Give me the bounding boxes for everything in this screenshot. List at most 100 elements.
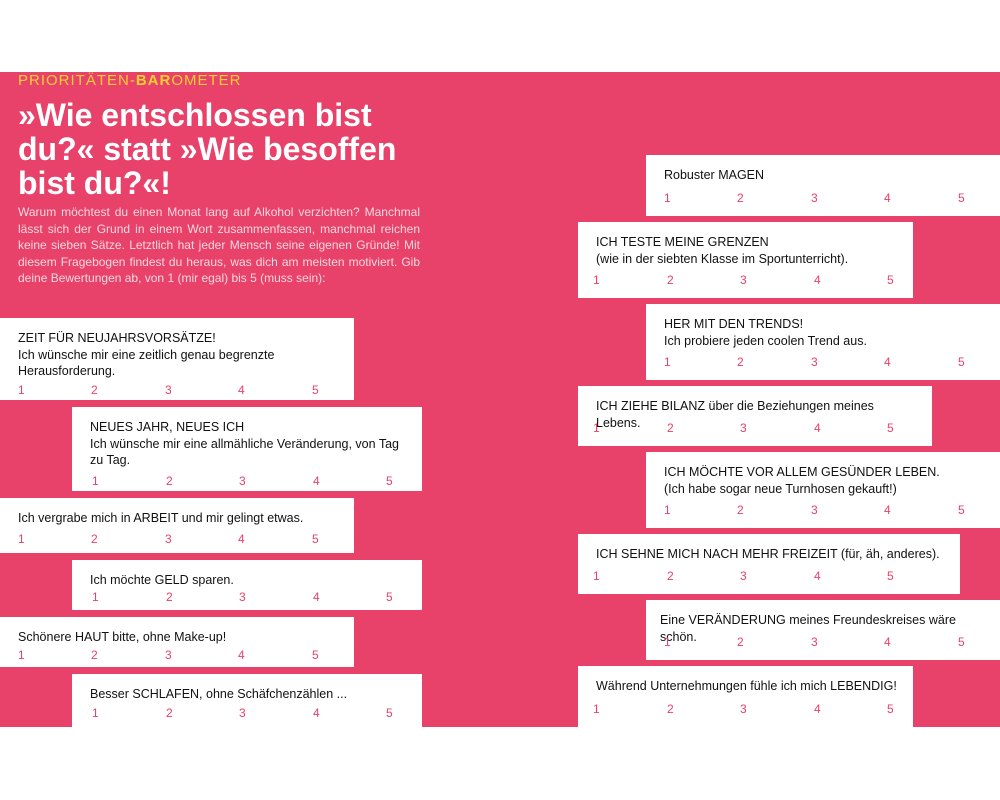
rating-option[interactable]: 1 — [664, 191, 671, 205]
rating-option[interactable]: 3 — [239, 590, 246, 604]
rating-option[interactable]: 5 — [887, 569, 894, 583]
rating-option[interactable]: 3 — [811, 355, 818, 369]
question-text: NEUES JAHR, NEUES ICH Ich wünsche mir ei… — [90, 420, 399, 467]
rating-option[interactable]: 4 — [313, 706, 320, 720]
rating-option[interactable]: 4 — [884, 635, 891, 649]
rating-option[interactable]: 2 — [737, 503, 744, 517]
rating-scale: 1 2 3 4 5 — [593, 702, 899, 716]
rating-option[interactable]: 1 — [593, 702, 600, 716]
magazine-spread: PRIORITÄTEN-BAROMETER »Wie entschlossen … — [0, 72, 1000, 727]
rating-scale: 1 2 3 4 5 — [18, 648, 340, 662]
rating-option[interactable]: 5 — [312, 532, 319, 546]
question-card: Eine VERÄNDERUNG meines Freundeskreises … — [646, 600, 1000, 660]
question-card: Robuster MAGEN 1 2 3 4 5 — [646, 155, 1000, 216]
rating-scale: 1 2 3 4 5 — [90, 474, 408, 488]
rating-option[interactable]: 1 — [92, 706, 99, 720]
rating-option[interactable]: 2 — [166, 590, 173, 604]
question-text: Ich möchte GELD sparen. — [90, 573, 234, 587]
rating-option[interactable]: 2 — [91, 648, 98, 662]
rating-option[interactable]: 1 — [92, 590, 99, 604]
rating-option[interactable]: 4 — [238, 648, 245, 662]
rating-option[interactable]: 1 — [593, 273, 600, 287]
rating-option[interactable]: 4 — [238, 383, 245, 397]
section-kicker: PRIORITÄTEN-BAROMETER — [18, 72, 242, 89]
rating-option[interactable]: 4 — [814, 421, 821, 435]
rating-option[interactable]: 1 — [664, 635, 671, 649]
question-card: ICH MÖCHTE VOR ALLEM GESÜNDER LEBEN. (Ic… — [646, 452, 1000, 528]
rating-option[interactable]: 2 — [667, 702, 674, 716]
rating-option[interactable]: 1 — [18, 648, 25, 662]
rating-option[interactable]: 3 — [740, 702, 747, 716]
rating-option[interactable]: 2 — [91, 532, 98, 546]
question-text: Während Unternehmungen fühle ich mich LE… — [596, 679, 897, 693]
rating-option[interactable]: 3 — [165, 648, 172, 662]
rating-option[interactable]: 5 — [958, 503, 965, 517]
rating-option[interactable]: 5 — [386, 706, 393, 720]
rating-option[interactable]: 1 — [18, 532, 25, 546]
rating-option[interactable]: 1 — [593, 421, 600, 435]
rating-option[interactable]: 3 — [811, 503, 818, 517]
rating-scale: 1 2 3 4 5 — [90, 706, 408, 720]
rating-option[interactable]: 4 — [313, 590, 320, 604]
rating-option[interactable]: 3 — [165, 532, 172, 546]
rating-option[interactable]: 1 — [18, 383, 25, 397]
rating-option[interactable]: 2 — [737, 355, 744, 369]
rating-option[interactable]: 4 — [884, 503, 891, 517]
rating-scale: 1 2 3 4 5 — [593, 421, 918, 435]
question-card: ICH TESTE MEINE GRENZEN (wie in der sieb… — [578, 222, 913, 298]
rating-option[interactable]: 5 — [958, 191, 965, 205]
rating-option[interactable]: 2 — [91, 383, 98, 397]
rating-option[interactable]: 2 — [166, 474, 173, 488]
rating-option[interactable]: 5 — [386, 474, 393, 488]
rating-option[interactable]: 2 — [667, 273, 674, 287]
rating-scale: 1 2 3 4 5 — [593, 273, 899, 287]
question-card: Ich vergrabe mich in ARBEIT und mir geli… — [0, 498, 354, 553]
rating-option[interactable]: 2 — [166, 706, 173, 720]
rating-option[interactable]: 5 — [312, 648, 319, 662]
rating-option[interactable]: 4 — [238, 532, 245, 546]
rating-option[interactable]: 1 — [92, 474, 99, 488]
rating-option[interactable]: 2 — [667, 421, 674, 435]
rating-option[interactable]: 2 — [667, 569, 674, 583]
rating-option[interactable]: 2 — [737, 191, 744, 205]
question-text: Robuster MAGEN — [664, 168, 765, 182]
question-text: HER MIT DEN TRENDS! Ich probiere jeden c… — [664, 317, 867, 348]
rating-scale: 1 2 3 4 5 — [664, 191, 986, 205]
rating-option[interactable]: 5 — [386, 590, 393, 604]
rating-option[interactable]: 4 — [884, 355, 891, 369]
question-card: Besser SCHLAFEN, ohne Schäfchenzählen ..… — [72, 674, 422, 727]
rating-option[interactable]: 1 — [664, 503, 671, 517]
question-card: NEUES JAHR, NEUES ICH Ich wünsche mir ei… — [72, 407, 422, 491]
rating-option[interactable]: 5 — [958, 635, 965, 649]
rating-option[interactable]: 3 — [239, 474, 246, 488]
question-text: Besser SCHLAFEN, ohne Schäfchenzählen ..… — [90, 687, 348, 701]
rating-option[interactable]: 4 — [814, 702, 821, 716]
rating-option[interactable]: 5 — [312, 383, 319, 397]
rating-option[interactable]: 4 — [884, 191, 891, 205]
question-card: ICH SEHNE MICH NACH MEHR FREIZEIT (für, … — [578, 534, 960, 594]
rating-option[interactable]: 3 — [740, 273, 747, 287]
question-text: ICH SEHNE MICH NACH MEHR FREIZEIT (für, … — [596, 547, 940, 561]
rating-option[interactable]: 5 — [958, 355, 965, 369]
rating-option[interactable]: 5 — [887, 273, 894, 287]
rating-option[interactable]: 5 — [887, 421, 894, 435]
question-card: HER MIT DEN TRENDS! Ich probiere jeden c… — [646, 304, 1000, 380]
rating-option[interactable]: 3 — [740, 569, 747, 583]
rating-option[interactable]: 3 — [811, 191, 818, 205]
rating-option[interactable]: 4 — [814, 273, 821, 287]
question-card: Während Unternehmungen fühle ich mich LE… — [578, 666, 913, 727]
question-card: ZEIT FÜR NEUJAHRSVORSÄTZE! Ich wünsche m… — [0, 318, 354, 400]
rating-option[interactable]: 4 — [814, 569, 821, 583]
rating-option[interactable]: 3 — [740, 421, 747, 435]
rating-option[interactable]: 3 — [811, 635, 818, 649]
rating-option[interactable]: 4 — [313, 474, 320, 488]
rating-option[interactable]: 1 — [593, 569, 600, 583]
rating-option[interactable]: 5 — [887, 702, 894, 716]
rating-scale: 1 2 3 4 5 — [90, 590, 408, 604]
rating-option[interactable]: 2 — [737, 635, 744, 649]
rating-option[interactable]: 1 — [664, 355, 671, 369]
question-card: Ich möchte GELD sparen. 1 2 3 4 5 — [72, 560, 422, 610]
question-text: ZEIT FÜR NEUJAHRSVORSÄTZE! Ich wünsche m… — [18, 331, 275, 378]
rating-option[interactable]: 3 — [239, 706, 246, 720]
rating-option[interactable]: 3 — [165, 383, 172, 397]
